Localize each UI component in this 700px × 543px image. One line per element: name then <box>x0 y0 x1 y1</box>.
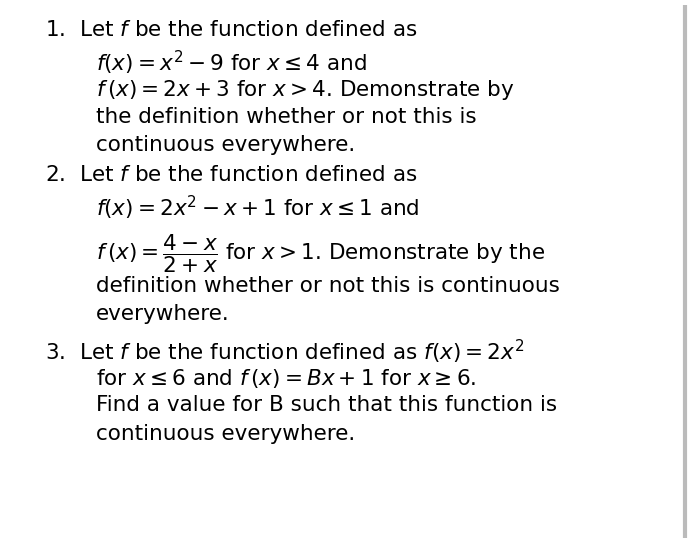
Text: $f(x) = 2x^2 - x + 1$ for $x \leq 1$ and: $f(x) = 2x^2 - x + 1$ for $x \leq 1$ and <box>96 194 420 222</box>
Text: continuous everywhere.: continuous everywhere. <box>96 135 356 155</box>
Text: Find a value for B such that this function is: Find a value for B such that this functi… <box>96 395 557 415</box>
Text: $f(x) = x^2 - 9$ for $x \leq 4$ and: $f(x) = x^2 - 9$ for $x \leq 4$ and <box>96 49 367 77</box>
Text: the definition whether or not this is: the definition whether or not this is <box>96 106 477 127</box>
Text: $f\,(x) = 2x + 3$ for $x > 4$. Demonstrate by: $f\,(x) = 2x + 3$ for $x > 4$. Demonstra… <box>96 78 514 102</box>
Text: everywhere.: everywhere. <box>96 305 230 325</box>
Text: continuous everywhere.: continuous everywhere. <box>96 424 356 444</box>
Text: definition whether or not this is continuous: definition whether or not this is contin… <box>96 276 560 296</box>
Text: 1.  Let $f$ be the function defined as: 1. Let $f$ be the function defined as <box>45 20 417 40</box>
Text: $f\,(x) = \dfrac{4-x}{2+x}$ for $x > 1$. Demonstrate by the: $f\,(x) = \dfrac{4-x}{2+x}$ for $x > 1$.… <box>96 232 545 275</box>
Text: 2.  Let $f$ be the function defined as: 2. Let $f$ be the function defined as <box>45 165 417 185</box>
Text: 3.  Let $f$ be the function defined as $f(x) = 2x^2$: 3. Let $f$ be the function defined as $f… <box>45 338 524 366</box>
Text: for $x \leq 6$ and $f\,(x) = Bx + 1$ for $x \geq 6$.: for $x \leq 6$ and $f\,(x) = Bx + 1$ for… <box>96 367 477 390</box>
